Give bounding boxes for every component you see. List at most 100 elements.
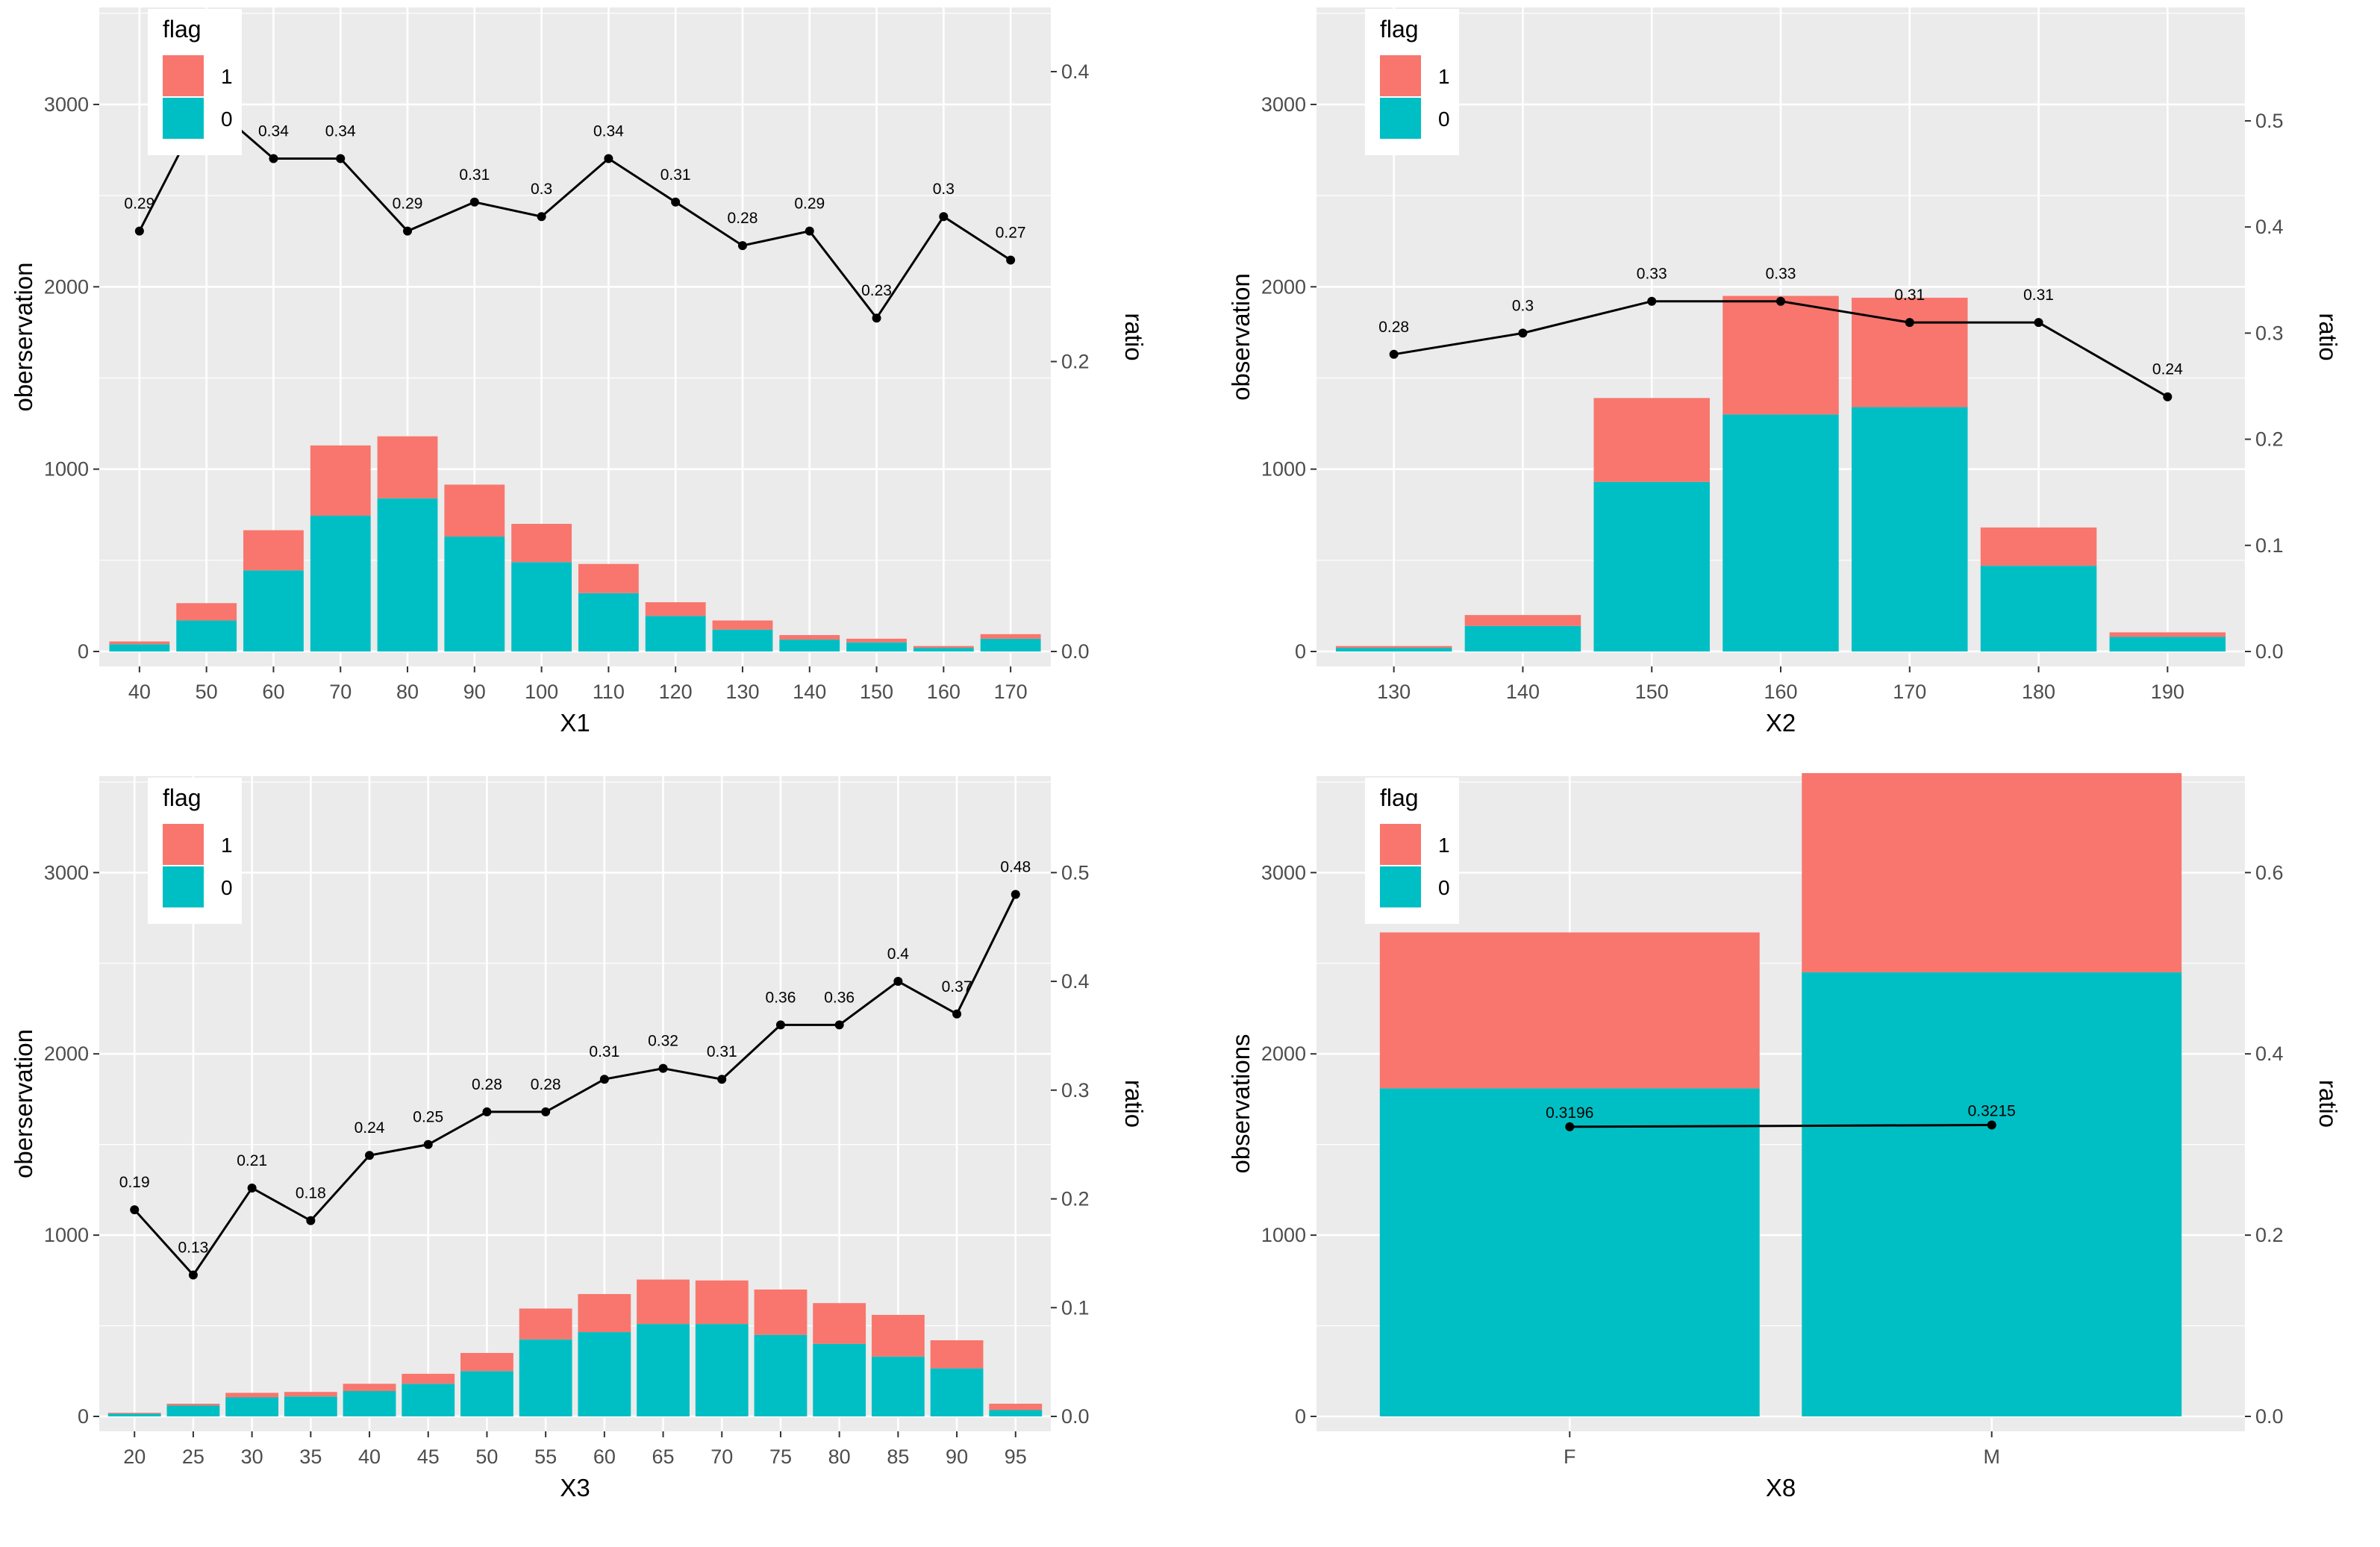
bar-flag-0 bbox=[243, 570, 304, 651]
x-tick-label: 120 bbox=[659, 681, 693, 703]
bar-flag-0 bbox=[930, 1368, 984, 1416]
legend-key-1 bbox=[163, 55, 204, 96]
ratio-point bbox=[247, 1183, 257, 1193]
bar-flag-1 bbox=[2109, 632, 2226, 637]
y-tick-label: 3000 bbox=[44, 861, 89, 884]
y2-tick-label: 0.0 bbox=[2255, 640, 2284, 663]
ratio-data-label: 0.33 bbox=[1766, 266, 1796, 283]
y-tick-label: 0 bbox=[78, 1405, 89, 1428]
ratio-point bbox=[805, 226, 814, 236]
bar-flag-0 bbox=[402, 1384, 455, 1416]
bar-flag-0 bbox=[284, 1396, 337, 1416]
ratio-data-label: 0.3196 bbox=[1546, 1104, 1593, 1122]
x-tick-label: 95 bbox=[1005, 1446, 1027, 1468]
y2-axis-title: ratio bbox=[1120, 1080, 1148, 1128]
ratio-data-label: 0.37 bbox=[942, 978, 972, 996]
y2-tick-label: 0.5 bbox=[1061, 861, 1090, 884]
ratio-data-label: 0.3215 bbox=[1968, 1103, 2016, 1120]
y2-tick-label: 0.3 bbox=[2255, 322, 2284, 344]
ratio-point bbox=[482, 1107, 492, 1116]
x-tick-label: 85 bbox=[887, 1446, 909, 1468]
x-tick-label: 180 bbox=[2022, 681, 2055, 703]
ratio-point bbox=[658, 1063, 668, 1073]
bar-flag-0 bbox=[1593, 481, 1710, 651]
y2-tick-label: 0.2 bbox=[2255, 428, 2284, 451]
ratio-data-label: 0.29 bbox=[393, 196, 423, 213]
x-tick-label: 170 bbox=[994, 681, 1028, 703]
bar-flag-1 bbox=[578, 1294, 631, 1333]
bar-flag-1 bbox=[176, 603, 237, 621]
bar-flag-0 bbox=[695, 1324, 749, 1416]
ratio-data-label: 0.4 bbox=[887, 946, 910, 963]
ratio-point bbox=[134, 226, 144, 236]
x-tick-label: 150 bbox=[1635, 681, 1669, 703]
bar-flag-1 bbox=[109, 641, 170, 645]
ratio-data-label: 0.18 bbox=[296, 1185, 326, 1202]
ratio-data-label: 0.21 bbox=[237, 1152, 267, 1169]
ratio-point bbox=[717, 1075, 727, 1084]
x-tick-label: 20 bbox=[123, 1446, 146, 1468]
bar-flag-0 bbox=[779, 640, 840, 651]
y-tick-label: 2000 bbox=[44, 1043, 89, 1065]
legend-title: flag bbox=[163, 16, 202, 43]
y-tick-label: 0 bbox=[1295, 1405, 1306, 1428]
ratio-point bbox=[872, 313, 881, 323]
x-tick-label: 65 bbox=[652, 1446, 675, 1468]
bar-flag-0 bbox=[1980, 566, 2097, 651]
y2-tick-label: 0.0 bbox=[2255, 1405, 2284, 1428]
x-axis-title: X1 bbox=[560, 709, 590, 737]
bar-flag-1 bbox=[243, 530, 304, 571]
ratio-point bbox=[188, 1270, 198, 1280]
ratio-point bbox=[1011, 890, 1020, 899]
ratio-data-label: 0.24 bbox=[2152, 361, 2183, 378]
ratio-data-label: 0.31 bbox=[2023, 287, 2054, 304]
x-tick-label: 60 bbox=[262, 681, 284, 703]
legend-key-0 bbox=[1380, 866, 1421, 907]
bar-flag-1 bbox=[754, 1289, 808, 1335]
x-axis-title: X3 bbox=[560, 1474, 590, 1501]
ratio-point bbox=[834, 1020, 844, 1030]
bar-flag-0 bbox=[1802, 972, 2182, 1416]
bar-flag-0 bbox=[1722, 414, 1839, 651]
ratio-data-label: 0.31 bbox=[459, 166, 490, 184]
bar-flag-0 bbox=[176, 620, 237, 651]
ratio-point bbox=[1518, 328, 1528, 338]
ratio-data-label: 0.32 bbox=[648, 1033, 678, 1050]
bar-flag-1 bbox=[310, 445, 371, 516]
ratio-point bbox=[269, 154, 278, 163]
ratio-point bbox=[336, 154, 346, 163]
ratio-point bbox=[1565, 1122, 1575, 1131]
y2-tick-label: 0.2 bbox=[2255, 1224, 2284, 1246]
bar-flag-1 bbox=[1980, 527, 2097, 566]
y2-tick-label: 0.0 bbox=[1061, 1405, 1090, 1428]
ratio-point bbox=[604, 154, 613, 163]
bar-flag-0 bbox=[1464, 625, 1581, 651]
ratio-data-label: 0.28 bbox=[728, 210, 758, 227]
bar-flag-0 bbox=[1379, 1088, 1760, 1416]
ratio-point bbox=[403, 226, 413, 236]
ratio-data-label: 0.34 bbox=[593, 123, 624, 140]
legend-label-1: 1 bbox=[221, 65, 233, 88]
legend-key-1 bbox=[163, 824, 204, 865]
y-tick-label: 1000 bbox=[1261, 1224, 1306, 1246]
legend-key-1 bbox=[1380, 824, 1421, 865]
bar-flag-1 bbox=[402, 1373, 455, 1384]
bar-flag-0 bbox=[578, 593, 639, 651]
chart-x1: 01000200030000.00.20.40.290.380.340.340.… bbox=[0, 0, 1190, 773]
ratio-point bbox=[952, 1009, 962, 1019]
y2-tick-label: 0.4 bbox=[2255, 216, 2284, 238]
x-tick-label: 90 bbox=[946, 1446, 968, 1468]
bar-flag-0 bbox=[1852, 407, 1968, 651]
bar-flag-0 bbox=[813, 1343, 866, 1416]
ratio-data-label: 0.3 bbox=[933, 181, 955, 198]
y-tick-label: 3000 bbox=[1261, 93, 1306, 116]
bar-flag-0 bbox=[109, 644, 170, 651]
bar-flag-1 bbox=[1379, 932, 1760, 1089]
bar-flag-1 bbox=[444, 484, 505, 537]
ratio-point bbox=[671, 197, 681, 207]
y-tick-label: 2000 bbox=[1261, 275, 1306, 298]
ratio-data-label: 0.33 bbox=[1637, 266, 1667, 283]
bar-flag-1 bbox=[1852, 297, 1968, 407]
x-tick-label: F bbox=[1564, 1446, 1576, 1468]
bar-flag-0 bbox=[637, 1324, 690, 1416]
